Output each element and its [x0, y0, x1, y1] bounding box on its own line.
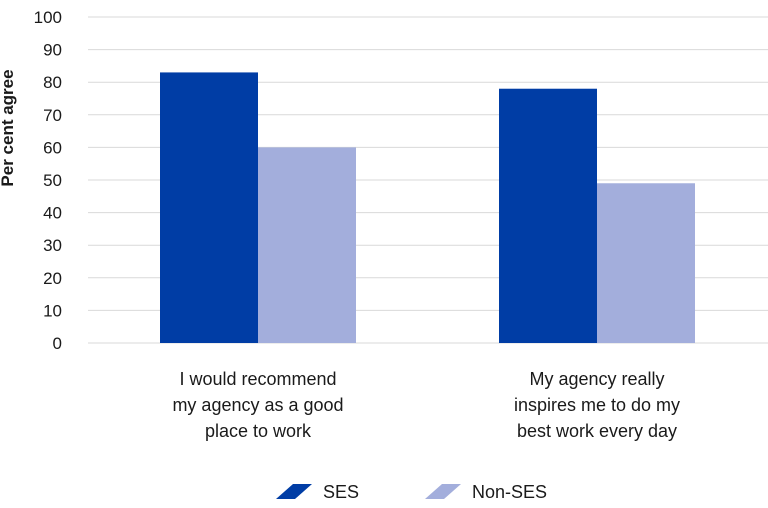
category-label: best work every day [517, 421, 677, 441]
category-label: place to work [205, 421, 312, 441]
x-axis-categories: I would recommend my agency as a good plac… [172, 369, 680, 441]
bar-non-ses-2 [597, 183, 695, 343]
y-tick-label: 90 [43, 41, 62, 60]
y-axis-ticks: 0 10 20 30 40 50 60 70 80 90 100 [34, 8, 62, 353]
bars [160, 72, 695, 344]
y-tick-label: 20 [43, 269, 62, 288]
y-tick-label: 100 [34, 8, 62, 27]
bar-non-ses-1 [258, 147, 356, 343]
y-tick-label: 60 [43, 138, 62, 157]
bar-ses-2 [499, 88, 597, 343]
legend-swatch-ses [276, 484, 312, 499]
y-axis-title: Per cent agree [0, 69, 17, 186]
legend-label-ses: SES [323, 482, 359, 502]
y-tick-label: 30 [43, 236, 62, 255]
y-tick-label: 40 [43, 204, 62, 223]
legend-swatch-non-ses [425, 484, 461, 499]
y-tick-label: 10 [43, 301, 62, 320]
legend-label-non-ses: Non-SES [472, 482, 547, 502]
y-tick-label: 80 [43, 73, 62, 92]
category-label: my agency as a good [172, 395, 343, 415]
y-tick-label: 50 [43, 171, 62, 190]
category-label: inspires me to do my [514, 395, 680, 415]
bar-ses-1 [160, 72, 258, 344]
category-label: I would recommend [179, 369, 336, 389]
legend: SES Non-SES [276, 482, 547, 502]
category-label: My agency really [529, 369, 664, 389]
y-tick-label: 70 [43, 106, 62, 125]
y-tick-label: 0 [53, 334, 62, 353]
